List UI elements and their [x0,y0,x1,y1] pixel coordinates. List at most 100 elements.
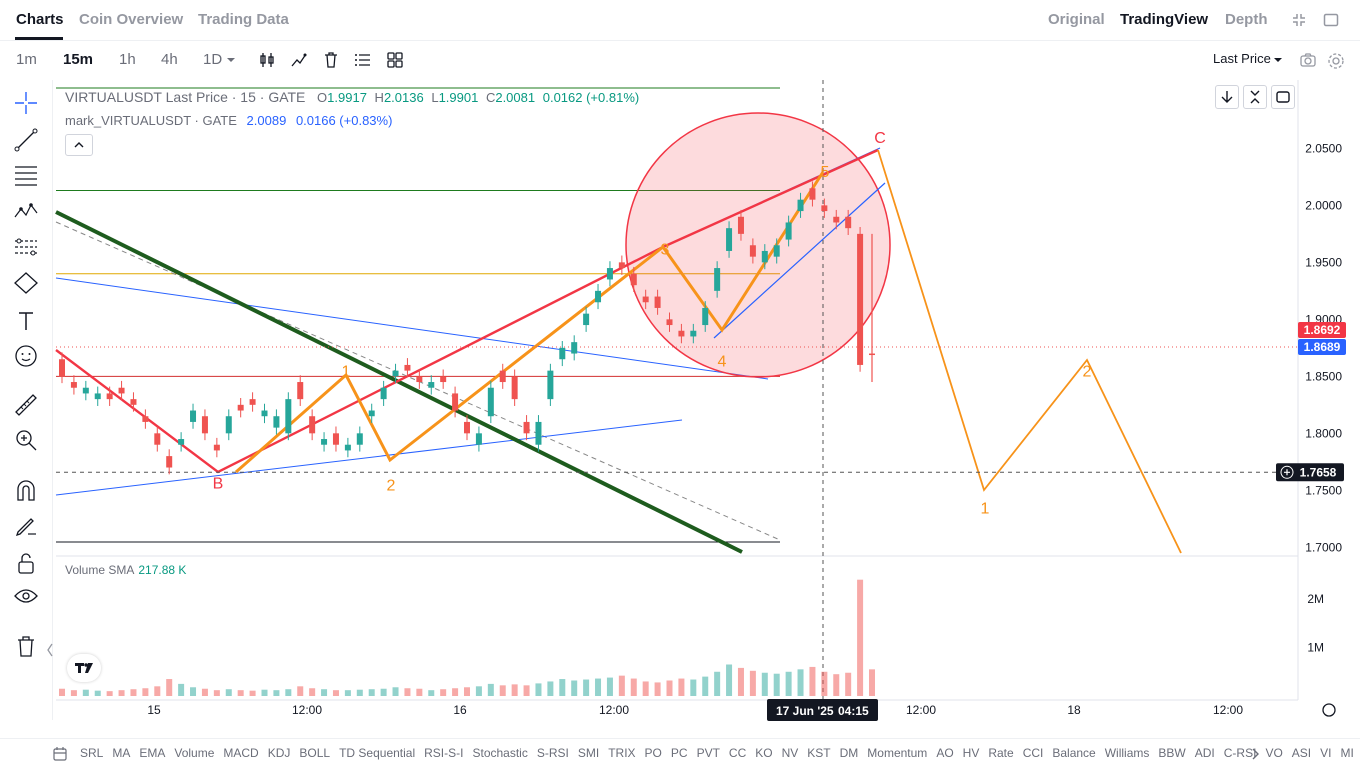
ruler-icon[interactable] [13,392,39,418]
tab-tradingview[interactable]: TradingView [1120,11,1209,28]
legend-symbol[interactable]: VIRTUALUSDT Last Price · 15 · GATE [65,89,306,105]
trash-icon[interactable] [322,51,340,69]
timeframe-4h[interactable]: 4h [161,51,178,68]
indicator-item[interactable]: SRL [80,746,104,760]
plus-icon [1284,469,1290,476]
indicator-item[interactable]: VI [1320,746,1332,760]
indicator-item[interactable]: BOLL [299,746,331,760]
indicator-item[interactable]: PVT [696,746,720,760]
indicator-item[interactable]: VO [1265,746,1283,760]
indicator-item[interactable]: Momentum [867,746,928,760]
crosshair-icon[interactable] [13,90,39,116]
fib-retracement-icon[interactable] [13,162,39,188]
camera-icon[interactable] [1299,52,1317,68]
indicator-item[interactable]: Balance [1052,746,1096,760]
volume-label[interactable]: Volume SMA [65,563,135,577]
candle-body [773,245,780,257]
maximize-button[interactable] [1271,85,1295,109]
candles-icon[interactable] [258,51,276,69]
timeframe-1h[interactable]: 1h [119,51,136,68]
indicator-item[interactable]: PC [670,746,688,760]
mark-symbol[interactable]: mark_VIRTUALUSDT · GATE [65,113,237,128]
add-alert-icon [1280,465,1294,479]
indicator-item[interactable]: MA [112,746,131,760]
remove-drawings-icon[interactable] [13,634,39,660]
fullscreen-icon[interactable] [1323,12,1339,28]
tradingview-logo[interactable] [67,654,101,682]
timeframe-15m[interactable]: 15m [63,51,94,68]
draw-mode-icon[interactable] [13,513,39,539]
indicator-item[interactable]: KST [807,746,831,760]
indicator-item[interactable]: AO [936,746,954,760]
volume-bar [618,675,625,696]
arrow-down-icon [1221,91,1233,103]
settings-icon[interactable] [1327,52,1345,70]
forecast-icon[interactable] [13,234,39,260]
calendar-icon[interactable] [52,746,68,762]
visibility-icon[interactable] [13,583,39,609]
pattern-icon[interactable] [13,197,39,223]
indicator-item[interactable]: MACD [223,746,259,760]
indicator-item[interactable]: EMA [139,746,166,760]
volume-bar [273,690,280,696]
indicator-item[interactable]: SMI [577,746,600,760]
indicator-item[interactable]: TD Sequential [339,746,416,760]
list-icon[interactable] [354,51,372,69]
chart-area[interactable]: 2.05002.00001.95001.90001.85001.80001.75… [0,0,1360,738]
indicator-item[interactable]: TRIX [608,746,636,760]
indicator-item[interactable]: BBW [1158,746,1186,760]
layout-grid-icon[interactable] [386,51,404,69]
zoom-in-icon[interactable] [13,427,39,453]
indicator-item[interactable]: C-RSI [1223,746,1257,760]
text-icon[interactable] [13,308,39,334]
magnet-icon[interactable] [13,478,39,504]
emoji-icon[interactable] [13,343,39,369]
candle-body [475,433,482,445]
indicator-item[interactable]: CC [728,746,747,760]
indicator-item[interactable]: ADI [1194,746,1215,760]
collapse-toolbar-icon[interactable] [46,642,54,658]
tab-original[interactable]: Original [1048,11,1105,28]
indicator-item[interactable]: RSI-S-I [424,746,464,760]
expand-button[interactable] [1243,85,1267,109]
indicator-item[interactable]: KO [755,746,773,760]
indicator-item[interactable]: CCI [1022,746,1044,760]
indicator-item[interactable]: ASI [1291,746,1312,760]
chevron-right-icon[interactable] [1250,747,1262,761]
indicators-icon[interactable] [290,51,308,69]
timeframe-1d[interactable]: 1D [203,51,223,68]
indicator-item[interactable]: Volume [174,746,215,760]
indicator-item[interactable]: PO [644,746,662,760]
legend-collapse-button[interactable] [65,134,93,156]
tab-charts[interactable]: Charts [16,11,64,28]
indicator-item[interactable]: Rate [988,746,1014,760]
indicator-item[interactable]: Stochastic [472,746,528,760]
candle-body [416,376,423,383]
indicator-item[interactable]: Williams [1104,746,1150,760]
chevron-down-icon[interactable] [1273,56,1283,64]
scroll-down-button[interactable] [1215,85,1239,109]
indicator-item[interactable]: NV [781,746,799,760]
collapse-icon[interactable] [1291,12,1307,28]
lock-icon[interactable] [13,550,39,576]
indicator-item[interactable]: MI [1340,746,1354,760]
tab-coin-overview[interactable]: Coin Overview [79,11,184,28]
timeframe-1m[interactable]: 1m [16,51,37,68]
tab-depth[interactable]: Depth [1225,11,1268,28]
chevron-down-icon[interactable] [226,56,236,64]
price-mode-select[interactable]: Last Price [1213,51,1271,66]
legend-close-label: C [485,90,496,105]
candle-body [106,393,113,400]
indicator-item[interactable]: HV [962,746,980,760]
volume-bar [309,688,316,696]
volume-bar [583,679,590,696]
wave-label: B [213,475,224,492]
volume-bar [118,690,125,696]
tab-trading-data[interactable]: Trading Data [198,11,289,28]
indicator-item[interactable]: KDJ [267,746,291,760]
indicator-item[interactable]: DM [839,746,859,760]
volume-bar [321,689,328,696]
trend-line-icon[interactable] [13,127,39,153]
indicator-item[interactable]: S-RSI [536,746,569,760]
shapes-icon[interactable] [13,270,39,296]
